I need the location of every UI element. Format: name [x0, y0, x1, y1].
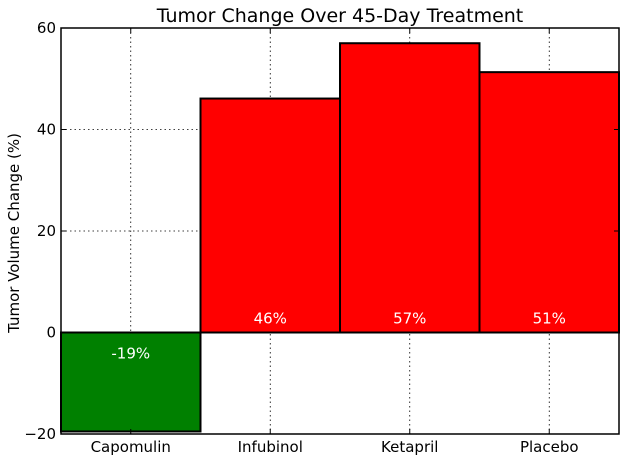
bar-infubinol — [199, 97, 341, 334]
x-tick-label: Ketapril — [381, 438, 438, 456]
value-label: 51% — [533, 310, 566, 328]
x-tick-label: Placebo — [520, 438, 579, 456]
chart-title: Tumor Change Over 45-Day Treatment — [156, 5, 524, 27]
y-axis-label: Tumor Volume Change (%) — [5, 133, 23, 334]
y-tick-label: 60 — [37, 19, 56, 37]
y-tick-labels: −20 0 20 40 60 — [24, 19, 56, 443]
y-tick-label: 20 — [37, 222, 56, 240]
value-label: 46% — [254, 310, 287, 328]
y-tick-label: 0 — [46, 324, 56, 342]
x-tick-labels: Capomulin Infubinol Ketapril Placebo — [91, 438, 579, 456]
value-label: 57% — [393, 310, 426, 328]
axis-ticks — [61, 27, 619, 435]
y-tick-label: −20 — [24, 425, 56, 443]
y-tick-label: 40 — [37, 121, 56, 139]
value-labels: -19% 46% 57% 51% — [111, 310, 566, 363]
bar-placebo — [478, 71, 620, 334]
x-tick-label: Capomulin — [91, 438, 171, 456]
bar-ketapril — [339, 42, 481, 334]
bars — [60, 42, 620, 433]
x-tick-label: Infubinol — [238, 438, 303, 456]
value-label: -19% — [111, 345, 150, 363]
